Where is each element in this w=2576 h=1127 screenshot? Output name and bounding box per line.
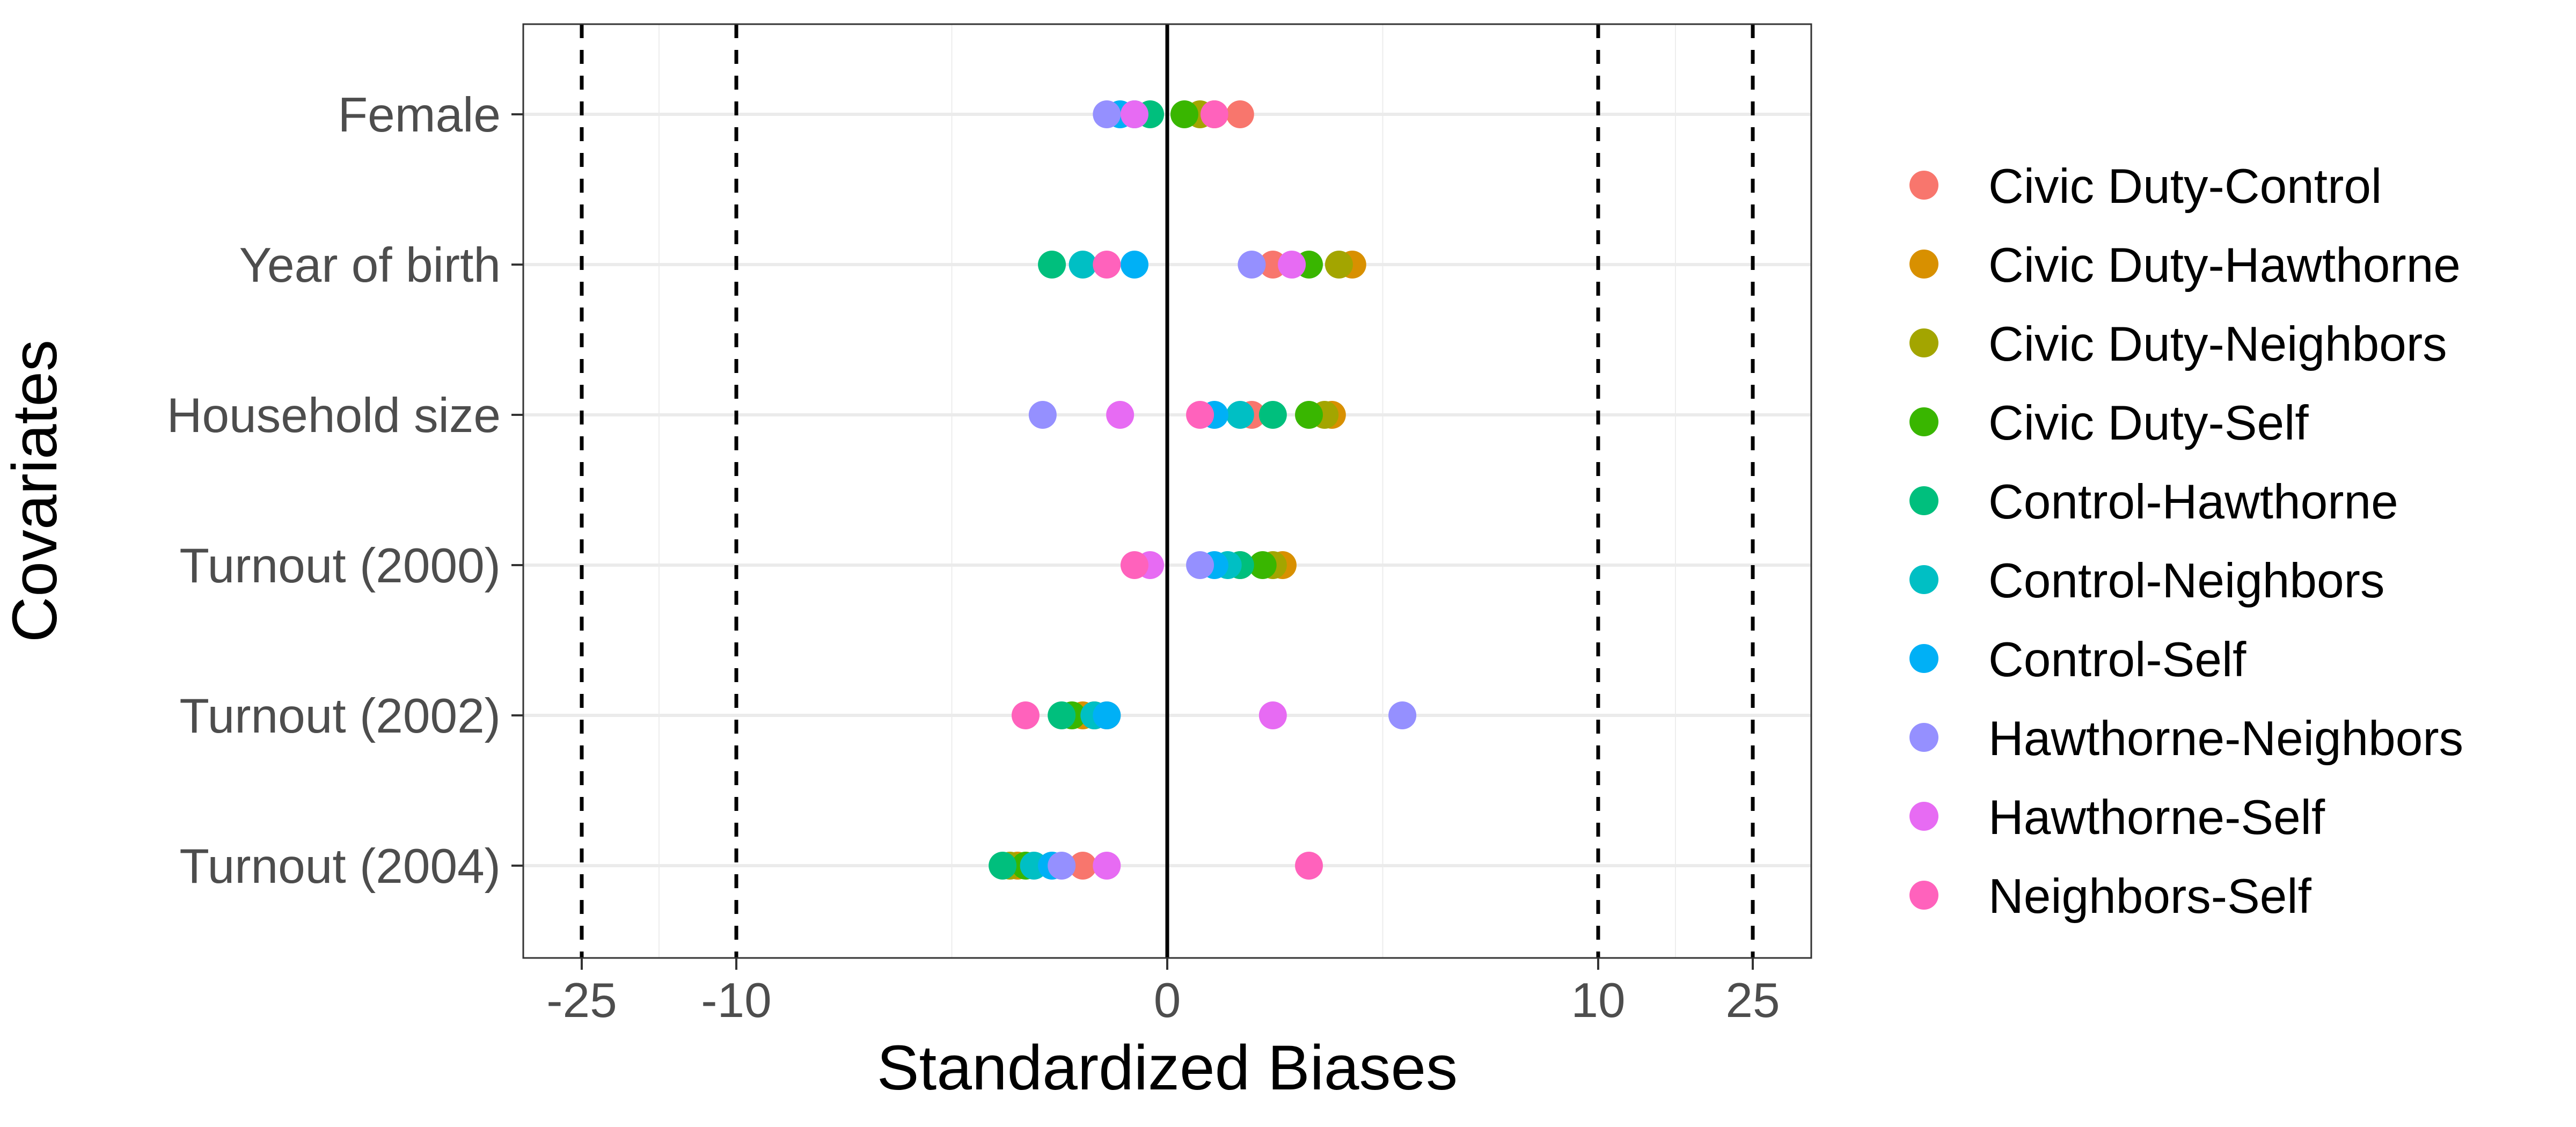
legend-label: Control-Neighbors bbox=[1988, 554, 2384, 608]
y-tick-label: Household size bbox=[167, 389, 501, 443]
data-point bbox=[1093, 100, 1121, 128]
data-point bbox=[1388, 701, 1417, 729]
data-point bbox=[1048, 701, 1076, 729]
data-point bbox=[1226, 100, 1254, 128]
y-tick-label: Year of birth bbox=[239, 238, 501, 292]
y-axis: Female Year of birth Household size Turnout… bbox=[167, 88, 523, 894]
data-point bbox=[1295, 852, 1323, 880]
y-tick-label: Turnout (2004) bbox=[179, 839, 501, 894]
data-points bbox=[989, 100, 1417, 880]
legend-key bbox=[1909, 723, 1938, 752]
reference-lines bbox=[580, 24, 1755, 958]
data-point bbox=[1120, 551, 1148, 579]
data-point bbox=[1248, 551, 1277, 579]
data-point bbox=[1048, 852, 1076, 880]
legend-key bbox=[1909, 802, 1938, 831]
legend-key bbox=[1909, 328, 1938, 357]
legend: Civic Duty-Control Civic Duty-Hawthorne Ci… bbox=[1909, 159, 2463, 924]
data-point bbox=[1170, 100, 1198, 128]
data-point bbox=[1258, 701, 1287, 729]
x-tick-label: 0 bbox=[1154, 974, 1181, 1028]
y-tick-label: Turnout (2000) bbox=[179, 539, 501, 593]
legend-label: Civic Duty-Neighbors bbox=[1988, 317, 2447, 371]
data-point bbox=[1106, 401, 1135, 429]
x-axis-title: Standardized Biases bbox=[877, 1033, 1458, 1103]
data-point bbox=[1038, 251, 1066, 279]
data-point bbox=[1278, 251, 1306, 279]
data-point bbox=[1011, 701, 1040, 729]
x-tick-label: -10 bbox=[701, 974, 772, 1028]
data-point bbox=[1186, 401, 1214, 429]
legend-key bbox=[1909, 881, 1938, 910]
legend-label: Civic Duty-Self bbox=[1988, 396, 2309, 450]
legend-label: Control-Self bbox=[1988, 633, 2246, 687]
x-tick-label: 10 bbox=[1571, 974, 1625, 1028]
data-point bbox=[1093, 701, 1121, 729]
legend-key bbox=[1909, 644, 1938, 673]
data-point bbox=[1324, 251, 1353, 279]
legend-key bbox=[1909, 486, 1938, 515]
data-point bbox=[1200, 100, 1228, 128]
legend-key bbox=[1909, 171, 1938, 200]
y-tick-label: Female bbox=[338, 88, 501, 142]
data-point bbox=[1258, 401, 1287, 429]
legend-label: Hawthorne-Self bbox=[1988, 791, 2325, 845]
data-point bbox=[1186, 551, 1214, 579]
data-point bbox=[1093, 251, 1121, 279]
legend-key bbox=[1909, 565, 1938, 594]
data-point bbox=[1238, 251, 1266, 279]
data-point bbox=[1120, 251, 1148, 279]
x-tick-label: -25 bbox=[546, 974, 617, 1028]
legend-label: Neighbors-Self bbox=[1988, 869, 2312, 924]
data-point bbox=[1069, 852, 1097, 880]
data-point bbox=[1069, 251, 1097, 279]
legend-key bbox=[1909, 407, 1938, 436]
legend-label: Civic Duty-Hawthorne bbox=[1988, 238, 2461, 292]
x-tick-label: 25 bbox=[1725, 974, 1780, 1028]
data-point bbox=[1028, 401, 1057, 429]
data-point bbox=[989, 852, 1017, 880]
data-point bbox=[1093, 852, 1121, 880]
data-point bbox=[1295, 401, 1323, 429]
y-axis-title: Covariates bbox=[0, 340, 70, 642]
x-axis: -25 -10 0 10 25 bbox=[546, 958, 1780, 1028]
y-tick-label: Turnout (2002) bbox=[179, 689, 501, 743]
legend-label: Control-Hawthorne bbox=[1988, 475, 2398, 529]
legend-key bbox=[1909, 250, 1938, 279]
legend-label: Civic Duty-Control bbox=[1988, 159, 2382, 214]
legend-label: Hawthorne-Neighbors bbox=[1988, 712, 2463, 766]
data-point bbox=[1226, 401, 1254, 429]
data-point bbox=[1120, 100, 1148, 128]
